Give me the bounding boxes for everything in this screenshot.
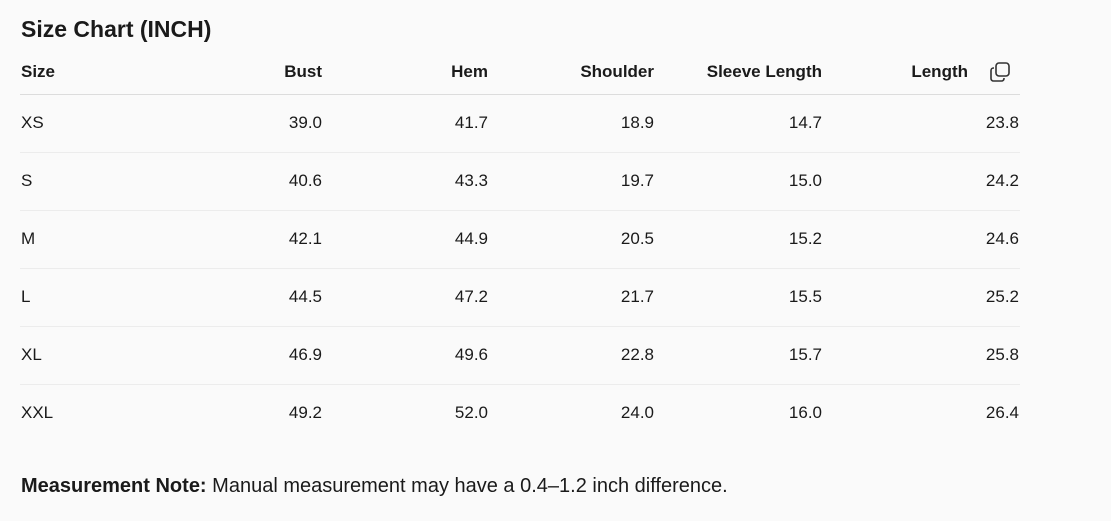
column-header: Sleeve Length [706, 62, 822, 81]
size-label: XS [21, 113, 44, 132]
measurement: 26.4 [985, 403, 1019, 422]
measurement: 24.2 [985, 171, 1019, 190]
column-header: Bust [284, 62, 322, 81]
measurement: 25.2 [985, 287, 1019, 306]
measurement: 22.8 [620, 345, 654, 364]
measurement: 44.9 [454, 229, 488, 248]
copy-button[interactable] [989, 60, 1013, 84]
measurement: 41.7 [454, 113, 488, 132]
size-label: S [21, 171, 33, 190]
measurement: 20.5 [620, 229, 654, 248]
size-label: M [21, 229, 36, 248]
measurement: 14.7 [788, 113, 822, 132]
measurement: 43.3 [454, 171, 488, 190]
measurement: 15.5 [788, 287, 822, 306]
column-header: Shoulder [580, 62, 654, 81]
measurement: 23.8 [985, 113, 1019, 132]
measurement: 15.2 [788, 229, 822, 248]
note-text: Manual measurement may have a 0.4–1.2 in… [212, 475, 728, 497]
measurement: 24.0 [620, 403, 654, 422]
measurement: 15.7 [788, 345, 822, 364]
measurement: 19.7 [620, 171, 654, 190]
measurement: 47.2 [454, 287, 488, 306]
size-label: L [21, 287, 31, 306]
row-divider [20, 326, 1020, 327]
measurement: 49.2 [288, 403, 322, 422]
row-divider [20, 210, 1020, 211]
measurement: 25.8 [985, 345, 1019, 364]
measurement-note: Measurement Note: Manual measurement may… [21, 475, 728, 498]
measurement: 21.7 [620, 287, 654, 306]
measurement: 18.9 [620, 113, 654, 132]
size-label: XXL [21, 403, 54, 422]
column-header: Size [21, 62, 56, 81]
measurement: 24.6 [985, 229, 1019, 248]
measurement: 44.5 [288, 287, 322, 306]
row-divider [20, 152, 1020, 153]
measurement: 46.9 [288, 345, 322, 364]
measurement: 16.0 [788, 403, 822, 422]
column-header: Length [911, 62, 968, 81]
measurement: 52.0 [454, 403, 488, 422]
note-label: Measurement Note: [21, 475, 207, 497]
measurement: 39.0 [288, 113, 322, 132]
measurement: 15.0 [788, 171, 822, 190]
measurement: 42.1 [288, 229, 322, 248]
row-divider [20, 268, 1020, 269]
title: Size Chart (INCH) [21, 16, 212, 42]
measurement: 49.6 [454, 345, 488, 364]
column-header: Hem [451, 62, 488, 81]
row-divider [20, 384, 1020, 385]
measurement: 40.6 [288, 171, 322, 190]
size-label: XL [21, 345, 42, 364]
header-divider [20, 94, 1020, 95]
